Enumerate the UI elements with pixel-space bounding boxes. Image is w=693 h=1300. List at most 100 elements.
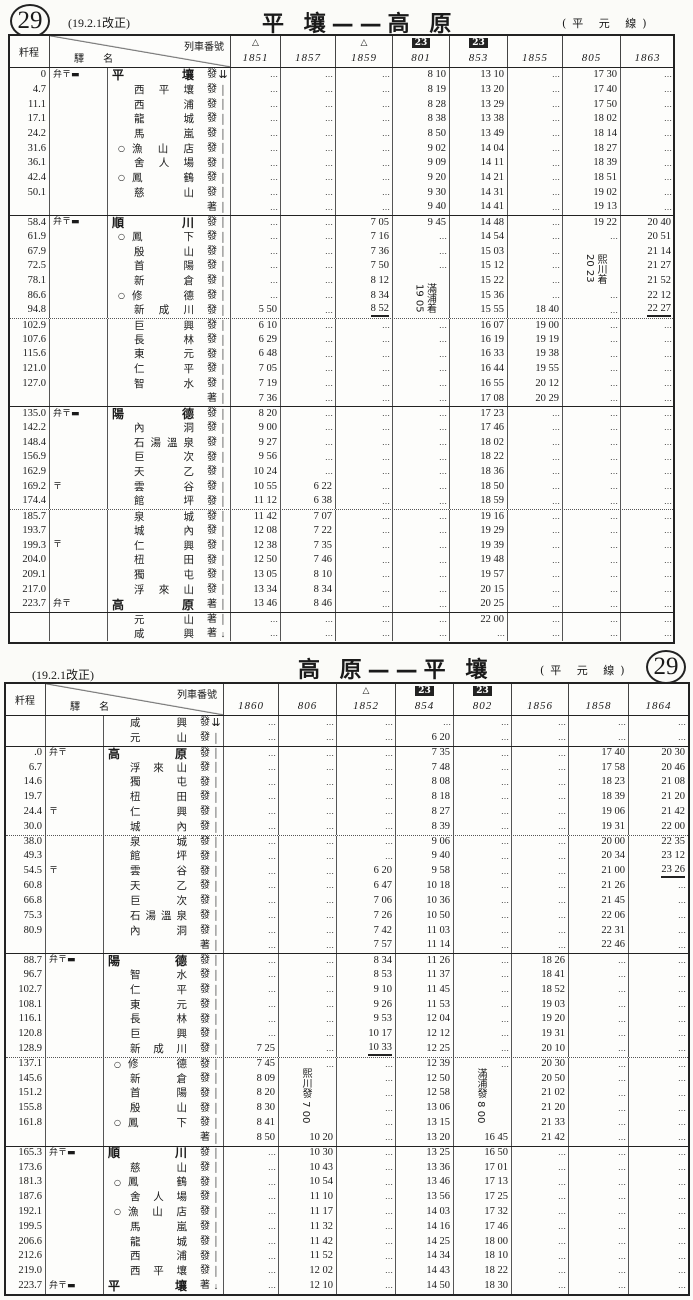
departure-arrival-mark: 發 — [200, 954, 210, 966]
no-service-dots: … — [382, 467, 390, 477]
time-cell: 13 49 — [450, 126, 508, 142]
train-number: 802 — [472, 700, 493, 712]
time-cell: … — [454, 790, 512, 805]
station-name: 高原 — [112, 597, 194, 612]
no-service-dots: … — [501, 1014, 509, 1024]
time-cell: … — [281, 435, 336, 451]
time-value: 14 50 — [426, 1280, 450, 1292]
direction-line: │ — [219, 113, 227, 124]
no-service-dots: … — [325, 393, 333, 403]
no-service-dots: … — [664, 70, 672, 80]
station-name-cell: 智水發 │ — [108, 376, 231, 392]
time-cell: 18 26 — [512, 954, 569, 968]
station-name: 雲谷 — [134, 480, 194, 493]
direction-line: │ — [212, 895, 220, 906]
time-cell: 7 45 — [224, 1057, 279, 1072]
no-service-dots: … — [501, 866, 509, 876]
station-facility-marks — [50, 464, 108, 480]
time-cell: 11 03 — [396, 923, 454, 939]
table-row: 169.2 〒雲谷發 │ 10 55 6 22…… 18 50……… — [10, 479, 673, 495]
time-value: 18 36 — [480, 466, 504, 478]
time-cell: … — [563, 613, 621, 627]
station-name-cell: 新倉發 │ — [108, 273, 231, 289]
time-cell: … — [336, 170, 393, 186]
time-cell: … — [569, 982, 629, 998]
time-cell: 11 32 — [279, 1219, 337, 1235]
station-facility-marks — [50, 288, 108, 304]
station-name: 內洞 — [130, 924, 187, 937]
no-service-dots: … — [664, 452, 672, 462]
station-name: 新成川 — [130, 1043, 187, 1056]
no-service-dots: … — [618, 1251, 626, 1261]
time-cell: … — [231, 156, 281, 171]
time-cell: 18 30 — [454, 1278, 512, 1294]
no-service-dots: … — [326, 985, 334, 995]
time-cell: … — [279, 908, 337, 924]
time-cell: … — [508, 464, 563, 480]
time-value: 20 30 — [661, 747, 685, 759]
distance-km: 135.0 — [10, 407, 50, 421]
time-value: 7 48 — [431, 761, 450, 773]
station-name-wrap: 長林 — [130, 1014, 187, 1025]
time-value: 10 50 — [426, 909, 450, 921]
departure-arrival-mark: 發 — [207, 142, 217, 154]
direction-line: │ — [219, 320, 227, 331]
train-column-header: △ 1852 — [337, 684, 396, 715]
time-value: 9 20 — [427, 172, 446, 184]
station-name: 慈山 — [134, 186, 194, 199]
table-row: 67.9 殷山發 │…… 7 36… 15 03… 21 14 — [10, 244, 673, 260]
time-cell: 9 58 — [396, 864, 454, 879]
no-service-dots: … — [326, 718, 334, 728]
no-service-dots: … — [325, 276, 333, 286]
no-service-dots: … — [268, 807, 276, 817]
time-value: 7 07 — [313, 510, 332, 522]
no-service-dots: … — [552, 261, 560, 271]
time-cell: … — [512, 1175, 569, 1190]
train-number: 1855 — [522, 52, 548, 64]
time-cell: … — [512, 790, 569, 805]
time-value: 7 05 — [258, 363, 277, 375]
table-row: 58.4 弁〒▬ 順川發 │…… 7 05 9 45 14 48… 19 22 20 40 — [10, 215, 673, 230]
no-service-dots: … — [610, 305, 618, 315]
time-cell: … — [512, 716, 569, 731]
time-cell: 21 26 — [569, 878, 629, 894]
time-value: 20 10 — [541, 1043, 565, 1055]
time-cell: 22 00 — [450, 613, 508, 627]
distance-km: 204.0 — [10, 553, 50, 568]
time-cell: 12 25 — [396, 1041, 454, 1057]
time-value: 20 00 — [601, 836, 625, 848]
station-name-wrap: 石湯溫泉 — [134, 438, 194, 449]
no-service-dots: … — [501, 1044, 509, 1054]
no-service-dots: … — [678, 1207, 686, 1217]
no-service-dots: … — [326, 1014, 334, 1024]
time-cell: … — [454, 819, 512, 835]
station-name-cell: 杻田發 │ — [104, 790, 224, 805]
time-cell: … — [621, 97, 674, 112]
time-cell: … — [224, 804, 279, 820]
train-number: 1859 — [351, 52, 377, 64]
time-cell: … — [629, 923, 688, 938]
time-cell: 7 35 — [396, 746, 454, 761]
no-service-dots: … — [382, 202, 390, 212]
direction-line: │ — [219, 349, 227, 360]
time-value: 9 02 — [427, 142, 446, 154]
station-facility-marks — [46, 1130, 104, 1146]
time-cell: 7 07 — [281, 510, 336, 524]
time-cell: 7 48 — [396, 760, 454, 776]
distance-km: 116.1 — [6, 1012, 46, 1028]
no-service-dots: … — [439, 320, 447, 330]
time-cell: 12 02 — [279, 1264, 337, 1279]
departure-arrival-mark: 發 — [207, 481, 217, 493]
time-value: 18 10 — [484, 1250, 508, 1262]
time-cell: 8 10 — [393, 68, 450, 83]
time-cell: … — [512, 1204, 569, 1220]
time-cell: … — [621, 347, 674, 362]
time-cell: 9 09 — [393, 156, 450, 171]
distance-km: 127.0 — [10, 376, 50, 392]
time-cell: … — [281, 347, 336, 363]
direction-line: │ — [212, 880, 220, 891]
time-value: 18 59 — [480, 495, 504, 507]
direction-line: │ — [212, 806, 220, 817]
time-cell: 19 06 — [569, 804, 629, 820]
distance-km: 42.4 — [10, 170, 50, 186]
